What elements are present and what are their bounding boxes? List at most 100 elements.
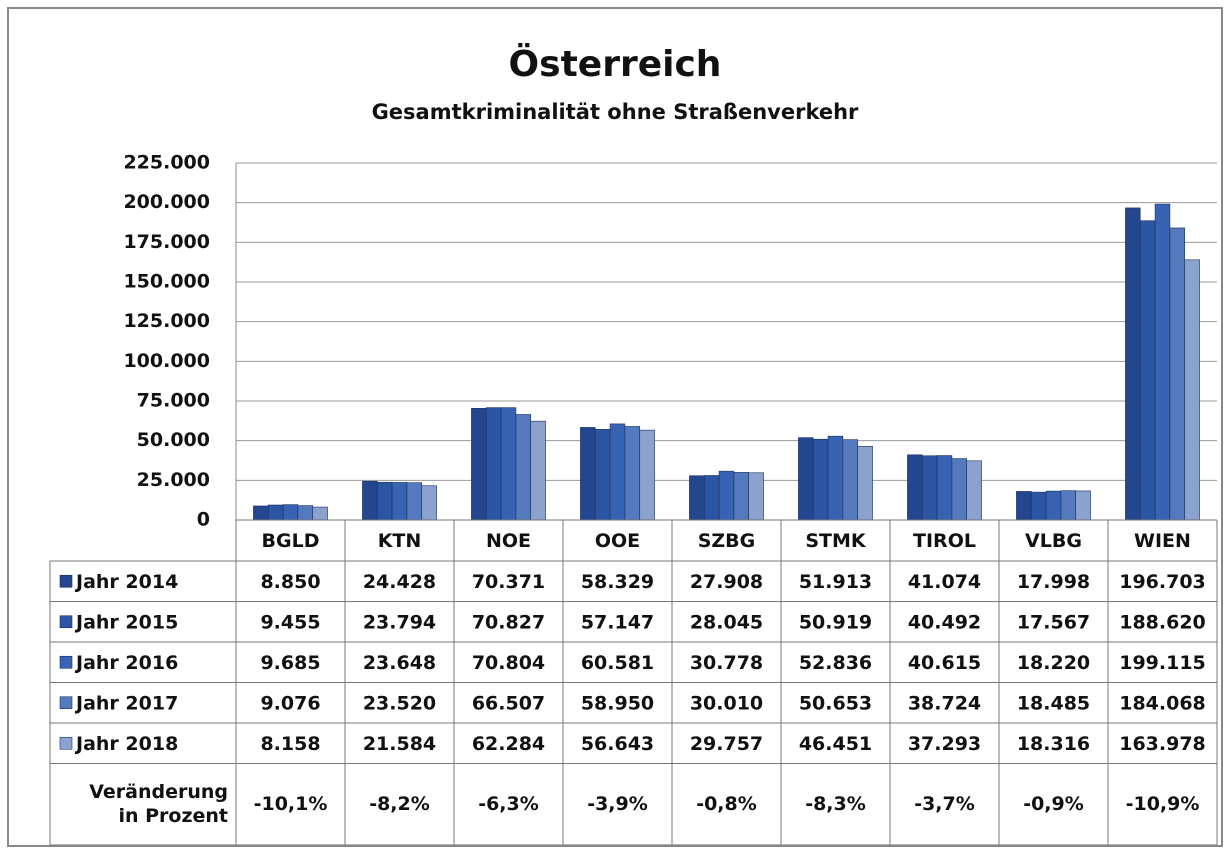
table-cell: 29.757 bbox=[690, 733, 763, 755]
change-cell: -3,9% bbox=[587, 793, 648, 815]
legend-key bbox=[59, 736, 73, 750]
table-cell: 50.919 bbox=[799, 611, 872, 633]
table-cell: 52.836 bbox=[799, 652, 872, 674]
bar bbox=[936, 455, 953, 521]
y-tick-label: 100.000 bbox=[123, 350, 210, 372]
bar bbox=[297, 505, 314, 521]
table-cell: 37.293 bbox=[908, 733, 981, 755]
bar bbox=[812, 438, 829, 521]
bar bbox=[921, 455, 938, 521]
chart-subtitle: Gesamtkriminalität ohne Straßenverkehr bbox=[372, 100, 859, 124]
table-cell: 60.581 bbox=[581, 652, 654, 674]
bar bbox=[376, 481, 393, 521]
table-cell: 184.068 bbox=[1119, 692, 1206, 714]
bar bbox=[471, 408, 487, 521]
table-cell: 57.147 bbox=[581, 611, 654, 633]
bar bbox=[253, 505, 269, 521]
table-cell: 24.428 bbox=[363, 571, 436, 593]
bar bbox=[733, 472, 750, 521]
bar bbox=[624, 426, 641, 521]
chart-title: Österreich bbox=[509, 43, 722, 85]
table-cell: 58.950 bbox=[581, 692, 654, 714]
table-cell: 70.827 bbox=[472, 611, 545, 633]
table-cell: 70.804 bbox=[472, 652, 545, 674]
x-tick-label: STMK bbox=[805, 530, 867, 552]
bar bbox=[907, 454, 923, 521]
bar bbox=[580, 427, 596, 521]
bar bbox=[421, 485, 437, 521]
table-cell: 18.316 bbox=[1017, 733, 1090, 755]
legend-label: Jahr 2014 bbox=[74, 571, 178, 593]
bar bbox=[639, 429, 655, 521]
table-cell: 188.620 bbox=[1119, 611, 1206, 633]
bar bbox=[798, 437, 814, 521]
bar bbox=[857, 445, 873, 521]
bar bbox=[530, 420, 546, 521]
y-tick-label: 225.000 bbox=[123, 152, 210, 174]
table-cell: 8.158 bbox=[260, 733, 320, 755]
change-label: in Prozent bbox=[118, 805, 228, 827]
bar bbox=[966, 460, 982, 521]
legend-label: Jahr 2015 bbox=[74, 611, 178, 633]
table-cell: 66.507 bbox=[472, 692, 545, 714]
bar bbox=[842, 439, 859, 521]
table-cell: 40.492 bbox=[908, 611, 981, 633]
bar bbox=[1139, 220, 1156, 521]
legend-key bbox=[59, 574, 73, 588]
bar bbox=[1169, 227, 1186, 521]
bar bbox=[1184, 259, 1200, 521]
bar bbox=[1125, 207, 1141, 521]
bar bbox=[282, 504, 299, 521]
table-cell: 17.998 bbox=[1017, 571, 1090, 593]
table-cell: 62.284 bbox=[472, 733, 545, 755]
change-cell: -10,1% bbox=[254, 793, 328, 815]
x-tick-label: OOE bbox=[595, 530, 640, 552]
bar bbox=[485, 407, 502, 521]
change-cell: -0,9% bbox=[1023, 793, 1084, 815]
table-cell: 38.724 bbox=[908, 692, 981, 714]
bar bbox=[748, 472, 764, 521]
change-cell: -10,9% bbox=[1126, 793, 1200, 815]
bar bbox=[267, 504, 284, 521]
x-tick-label: TIROL bbox=[913, 530, 976, 552]
x-tick-label: SZBG bbox=[698, 530, 756, 552]
bar bbox=[827, 435, 844, 521]
legend-key bbox=[59, 696, 73, 710]
table-cell: 21.584 bbox=[363, 733, 436, 755]
bar bbox=[1016, 491, 1032, 521]
bar bbox=[594, 429, 611, 521]
bar bbox=[362, 480, 378, 521]
bar bbox=[391, 482, 408, 521]
bar bbox=[1045, 490, 1062, 521]
table-cell: 8.850 bbox=[260, 571, 320, 593]
bar bbox=[515, 414, 532, 521]
y-tick-label: 0 bbox=[197, 509, 210, 531]
table-cell: 70.371 bbox=[472, 571, 545, 593]
y-tick-label: 75.000 bbox=[137, 390, 210, 412]
table-cell: 30.010 bbox=[690, 692, 763, 714]
x-tick-label: NOE bbox=[486, 530, 531, 552]
table-cell: 46.451 bbox=[799, 733, 872, 755]
table-cell: 163.978 bbox=[1119, 733, 1206, 755]
change-cell: -6,3% bbox=[478, 793, 539, 815]
table-cell: 41.074 bbox=[908, 571, 981, 593]
table-cell: 18.485 bbox=[1017, 692, 1090, 714]
table-cell: 17.567 bbox=[1017, 611, 1090, 633]
table-cell: 50.653 bbox=[799, 692, 872, 714]
table-cell: 23.648 bbox=[363, 652, 436, 674]
table-cell: 196.703 bbox=[1119, 571, 1206, 593]
change-label: Veränderung bbox=[89, 781, 228, 803]
bar bbox=[951, 458, 968, 521]
legend-label: Jahr 2017 bbox=[74, 692, 178, 714]
legend-key bbox=[59, 615, 73, 629]
bar bbox=[703, 475, 720, 521]
x-tick-label: VLBG bbox=[1025, 530, 1082, 552]
change-cell: -3,7% bbox=[914, 793, 975, 815]
x-tick-label: KTN bbox=[378, 530, 422, 552]
legend-label: Jahr 2016 bbox=[74, 652, 178, 674]
table-cell: 30.778 bbox=[690, 652, 763, 674]
bar bbox=[718, 470, 735, 521]
x-tick-label: WIEN bbox=[1134, 530, 1191, 552]
